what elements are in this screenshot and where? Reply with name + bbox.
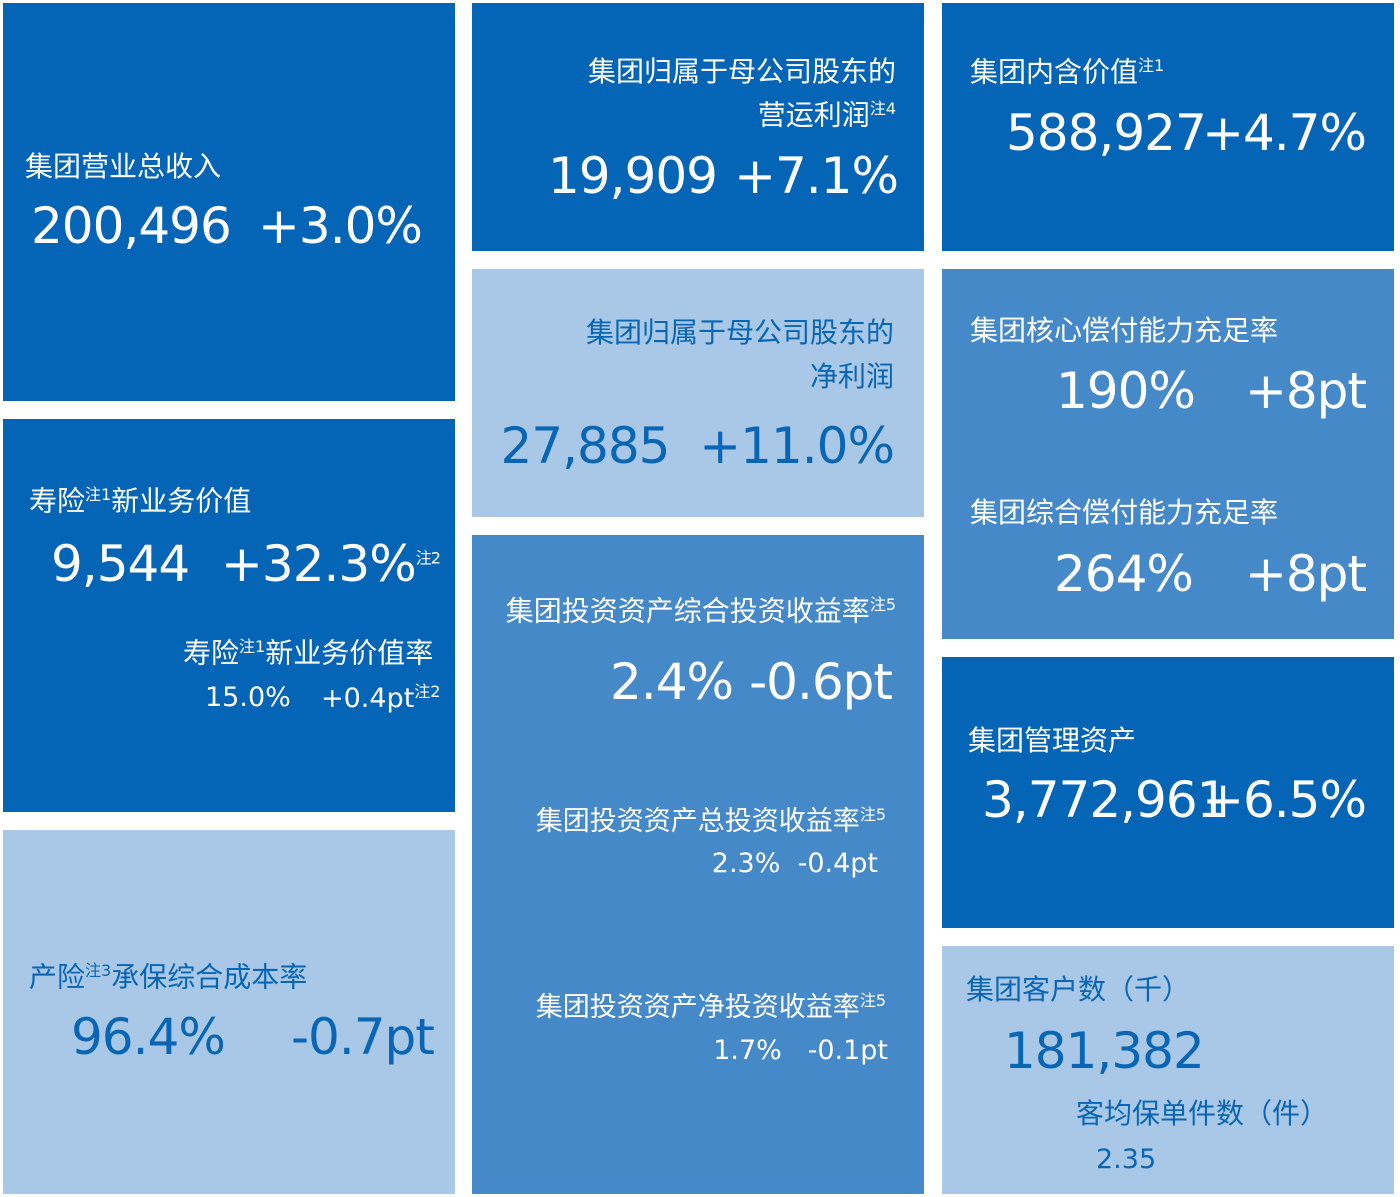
- revenue-value: 200,496: [31, 197, 232, 255]
- investment-comprehensive-label-text: 集团投资资产综合投资收益率: [505, 594, 870, 628]
- operating-profit-label-1: 集团归属于母公司股东的: [587, 55, 896, 88]
- aum-label: 集团管理资产: [968, 724, 1137, 757]
- core-solvency-value: 190%: [1056, 362, 1196, 420]
- revenue-label: 集团营业总收入: [25, 150, 222, 183]
- operating-profit-note: 注4: [869, 99, 896, 118]
- combined-ratio-label: 产险注3承保综合成本率: [29, 963, 307, 991]
- core-solvency-label: 集团核心偿付能力充足率: [970, 314, 1279, 347]
- embedded-value-value: 588,927: [1006, 104, 1207, 162]
- tile-embedded-value: 集团内含价值注1 588,927 +4.7%: [942, 3, 1394, 251]
- investment-total-change: -0.4pt: [797, 848, 878, 879]
- investment-net-change: -0.1pt: [807, 1035, 888, 1066]
- net-profit-value: 27,885: [500, 417, 671, 475]
- nbv-change-value: +32.3%: [221, 535, 417, 593]
- customers-label: 集团客户数（千）: [966, 973, 1191, 1006]
- aum-value: 3,772,961: [982, 771, 1228, 829]
- investment-comprehensive-label: 集团投资资产综合投资收益率注5: [506, 597, 896, 625]
- investment-net-value: 1.7%: [713, 1035, 782, 1066]
- combined-ratio-note: 注3: [85, 961, 112, 980]
- tile-solvency: 集团核心偿付能力充足率 190% +8pt 集团综合偿付能力充足率 264% +…: [942, 269, 1394, 639]
- combined-ratio-value: 96.4%: [71, 1008, 226, 1066]
- investment-comprehensive-value: 2.4%: [610, 653, 734, 711]
- nbv-note: 注1: [85, 485, 112, 504]
- nbv-margin-change-note: 注2: [414, 682, 441, 701]
- embedded-value-note: 注1: [1138, 56, 1165, 75]
- nbv-value: 9,544: [51, 535, 190, 593]
- operating-profit-value: 19,909: [548, 147, 718, 205]
- investment-total-label-text: 集团投资资产总投资收益率: [535, 806, 860, 837]
- investment-total-label: 集团投资资产总投资收益率注5: [535, 805, 886, 837]
- investment-comprehensive-note: 注5: [869, 595, 896, 614]
- operating-profit-label-2: 营运利润注4: [758, 101, 896, 129]
- nbv-label-a: 寿险: [29, 484, 86, 518]
- comprehensive-solvency-change: +8pt: [1244, 545, 1367, 603]
- investment-net-note: 注5: [859, 991, 886, 1010]
- tile-aum: 集团管理资产 3,772,961 +6.5%: [942, 657, 1394, 928]
- combined-ratio-change: -0.7pt: [291, 1008, 435, 1066]
- investment-total-value: 2.3%: [711, 848, 781, 879]
- nbv-margin-label-a: 寿险: [183, 636, 240, 670]
- policies-per-customer-label: 客均保单件数（件）: [1076, 1097, 1329, 1130]
- net-profit-value-change: 27,885 +11.0%: [501, 421, 895, 471]
- investment-net-label-text: 集团投资资产净投资收益率: [535, 992, 860, 1023]
- embedded-value-label: 集团内含价值注1: [970, 58, 1164, 86]
- nbv-margin-change-value: +0.4pt: [321, 683, 415, 714]
- nbv-margin-change: +0.4pt注2: [321, 682, 441, 714]
- comprehensive-solvency-label: 集团综合偿付能力充足率: [970, 496, 1279, 529]
- nbv-label-b: 新业务价值: [111, 484, 252, 518]
- tile-combined-ratio: 产险注3承保综合成本率 96.4% -0.7pt: [3, 830, 455, 1194]
- investment-comprehensive-change: -0.6pt: [749, 653, 893, 711]
- nbv-margin-label: 寿险注1新业务价值率: [183, 639, 433, 667]
- embedded-value-change: +4.7%: [1202, 104, 1367, 162]
- tile-revenue: 集团营业总收入 200,496 +3.0%: [3, 3, 455, 401]
- tile-customers: 集团客户数（千） 181,382 客均保单件数（件） 2.35: [942, 946, 1394, 1194]
- nbv-margin-label-b: 新业务价值率: [265, 636, 434, 670]
- revenue-change: +3.0%: [258, 197, 423, 255]
- net-profit-label-1: 集团归属于母公司股东的: [585, 316, 894, 349]
- combined-ratio-label-a: 产险: [29, 960, 86, 994]
- investment-net-row: 1.7% -0.1pt: [713, 1037, 888, 1064]
- nbv-change: +32.3%注2: [221, 539, 441, 589]
- aum-change: +6.5%: [1202, 771, 1367, 829]
- policies-per-customer-value: 2.35: [1096, 1144, 1157, 1175]
- nbv-margin-note: 注1: [239, 637, 266, 656]
- tile-operating-profit: 集团归属于母公司股东的 营运利润注4 19,909 +7.1%: [472, 3, 924, 251]
- customers-value: 181,382: [1004, 1022, 1205, 1080]
- core-solvency-change: +8pt: [1244, 362, 1367, 420]
- tile-net-profit: 集团归属于母公司股东的 净利润 27,885 +11.0%: [472, 269, 924, 517]
- operating-profit-label-2-text: 营运利润: [757, 98, 870, 132]
- combined-ratio-label-b: 承保综合成本率: [111, 960, 308, 994]
- investment-net-label: 集团投资资产净投资收益率注5: [535, 991, 886, 1023]
- tile-investment-yield: 集团投资资产综合投资收益率注5 2.4% -0.6pt 集团投资资产总投资收益率…: [472, 535, 924, 1194]
- net-profit-change: +11.0%: [699, 417, 895, 475]
- operating-profit-change: +7.1%: [734, 147, 899, 205]
- nbv-margin-value: 15.0%: [205, 682, 291, 713]
- nbv-label: 寿险注1新业务价值: [29, 487, 251, 515]
- net-profit-label-2: 净利润: [809, 360, 894, 393]
- tile-new-business-value: 寿险注1新业务价值 9,544 +32.3%注2 寿险注1新业务价值率 15.0…: [3, 419, 455, 812]
- embedded-value-label-text: 集团内含价值: [970, 55, 1139, 89]
- investment-total-row: 2.3% -0.4pt: [712, 850, 878, 877]
- comprehensive-solvency-value: 264%: [1054, 545, 1194, 603]
- nbv-change-note: 注2: [415, 548, 441, 568]
- investment-total-note: 注5: [859, 805, 886, 824]
